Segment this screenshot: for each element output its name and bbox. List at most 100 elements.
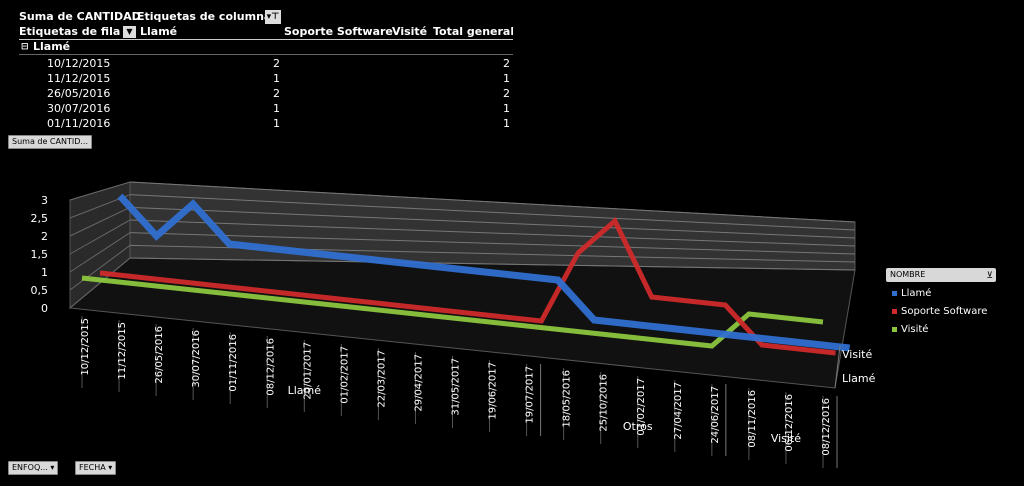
column-header-llame: Llamé — [140, 25, 178, 38]
legend-title: NOMBRE — [890, 270, 926, 279]
depth-axis-line — [834, 345, 841, 389]
x-tick-label: 01/11/2016 — [228, 334, 239, 392]
back-wall — [129, 181, 856, 271]
row-total-value: 1 — [503, 117, 510, 128]
chart-legend: NOMBRE ⊻ Llamé Soporte Software Visité — [886, 268, 996, 336]
x-tick-label: 08/12/2016 — [265, 338, 276, 396]
x-tick-label: 01/02/2017 — [339, 346, 350, 404]
x-tick-label: 01/02/2017 — [636, 378, 647, 436]
group-label: Llamé — [288, 384, 322, 397]
row-llame-value: 1 — [273, 117, 280, 128]
x-tick-label: 18/05/2016 — [562, 370, 573, 428]
x-tick-label: 06/12/2016 — [784, 394, 795, 452]
legend-label: Llamé — [901, 288, 932, 299]
x-tick-label: 22/03/2017 — [376, 350, 387, 408]
row-date: 26/05/2016 — [47, 87, 111, 100]
legend-field-button[interactable]: NOMBRE ⊻ — [886, 268, 996, 282]
gridline-back — [129, 232, 856, 255]
gridline-back — [129, 219, 856, 247]
x-tick-label: 19/06/2017 — [488, 362, 499, 420]
gridline-back — [129, 181, 856, 223]
gridline-back — [129, 194, 856, 231]
x-tick-label: 26/05/2016 — [154, 326, 165, 384]
y-tick-label: 1,5 — [31, 248, 49, 261]
x-axis-ticks: 10/12/2015 11/12/2015 26/05/2016 30/07/2016… — [80, 316, 832, 468]
y-axis-ticks: 0 0,5 1 1,5 2 2,5 3 — [31, 194, 49, 315]
x-tick-label: 20/01/2017 — [302, 342, 313, 400]
y-tick-label: 2 — [41, 230, 48, 243]
dropdown-arrow-icon: ▼ — [123, 26, 136, 38]
legend-swatch-visite — [892, 326, 897, 332]
y-tick-label: 1 — [41, 266, 48, 279]
row-date: 01/11/2016 — [47, 117, 111, 128]
pivot-header-row: Suma de CANTIDAD Etiquetas de columna ▾⊤ — [19, 10, 513, 24]
depth-axis-label: Llamé — [842, 372, 876, 385]
filter-icon: ▾⊤ — [265, 10, 281, 24]
table-row: 01/11/2016 1 1 — [19, 117, 513, 128]
series-line-soporte — [99, 216, 836, 356]
x-tick-label: 08/12/2016 — [821, 398, 832, 456]
row-total-value: 2 — [503, 57, 510, 70]
dropdown-arrow-icon: ▾ — [108, 463, 113, 472]
fecha-field-button[interactable]: FECHA ▾ — [75, 461, 117, 475]
legend-item-llame: Llamé — [886, 288, 996, 300]
x-tick-label: 25/10/2016 — [599, 374, 610, 432]
y-tick-label: 0,5 — [31, 284, 49, 297]
row-llame-value: 1 — [273, 102, 280, 115]
pivot-columns-row: Etiquetas de fila ▼ Llamé Soporte Softwa… — [19, 25, 513, 40]
legend-swatch-soporte — [892, 308, 897, 314]
column-header-soporte: Soporte Software — [284, 25, 393, 38]
legend-label: Soporte Software — [901, 306, 988, 317]
x-tick-label: 08/11/2016 — [747, 390, 758, 448]
legend-item-soporte: Soporte Software — [886, 306, 996, 318]
dropdown-arrow-icon: ▾ — [50, 463, 55, 472]
pivot-group-row[interactable]: ⊟ Llamé — [19, 40, 513, 55]
gridline-side — [69, 219, 131, 255]
y-tick-label: 3 — [41, 194, 48, 207]
value-field-label: Suma de CANTIDAD — [19, 10, 141, 23]
row-labels-header: Etiquetas de fila — [19, 25, 121, 38]
y-tick-label: 0 — [41, 302, 48, 315]
gridline-back — [129, 257, 856, 271]
gridline-side — [69, 206, 131, 237]
group-label: Visité — [771, 432, 801, 445]
pivot-table: Suma de CANTIDAD Etiquetas de columna ▾⊤… — [19, 10, 513, 128]
gridline-side — [69, 181, 131, 201]
x-tick-label: 24/06/2017 — [710, 386, 721, 444]
column-filter-button[interactable]: ▾⊤ — [265, 10, 281, 24]
row-total-value: 1 — [503, 102, 510, 115]
row-date: 10/12/2015 — [47, 57, 111, 70]
enfoque-field-button[interactable]: ENFOQ... ▾ — [8, 461, 59, 475]
gridline-side — [69, 257, 131, 309]
gridline-back — [129, 206, 856, 239]
value-field-button[interactable]: Suma de CANTID... — [8, 135, 93, 149]
column-labels-header: Etiquetas de columna — [137, 10, 272, 23]
row-llame-value: 2 — [273, 57, 280, 70]
row-filter-button[interactable]: ▼ — [123, 25, 136, 39]
group-label: Otros — [623, 420, 653, 433]
x-tick-label: 10/12/2015 — [80, 318, 91, 376]
x-axis-groups: Llamé Otros Visité — [288, 364, 838, 468]
series-line-visite — [117, 193, 850, 352]
legend-label: Visité — [901, 324, 929, 335]
x-tick-label: 31/05/2017 — [451, 358, 462, 416]
row-date: 30/07/2016 — [47, 102, 111, 115]
row-llame-value: 1 — [273, 72, 280, 85]
row-total-value: 2 — [503, 87, 510, 100]
column-header-visite: Visité — [392, 25, 428, 38]
legend-swatch-llame — [892, 290, 897, 296]
group-label: Llamé — [33, 40, 71, 53]
filter-icon[interactable]: ⊻ — [986, 271, 993, 281]
depth-axis: Llamé Visité — [834, 345, 876, 389]
x-tick-label: 19/07/2017 — [525, 366, 536, 424]
y-tick-label: 2,5 — [31, 212, 49, 225]
collapse-icon[interactable]: ⊟ — [21, 42, 29, 52]
chart-gridlines — [69, 181, 856, 309]
table-row: 11/12/2015 1 1 — [19, 72, 513, 86]
x-tick-label: 27/04/2017 — [673, 382, 684, 440]
row-llame-value: 2 — [273, 87, 280, 100]
table-row: 30/07/2016 1 1 — [19, 102, 513, 116]
x-tick-label: 30/07/2016 — [191, 330, 202, 388]
gridline-side — [69, 244, 131, 291]
